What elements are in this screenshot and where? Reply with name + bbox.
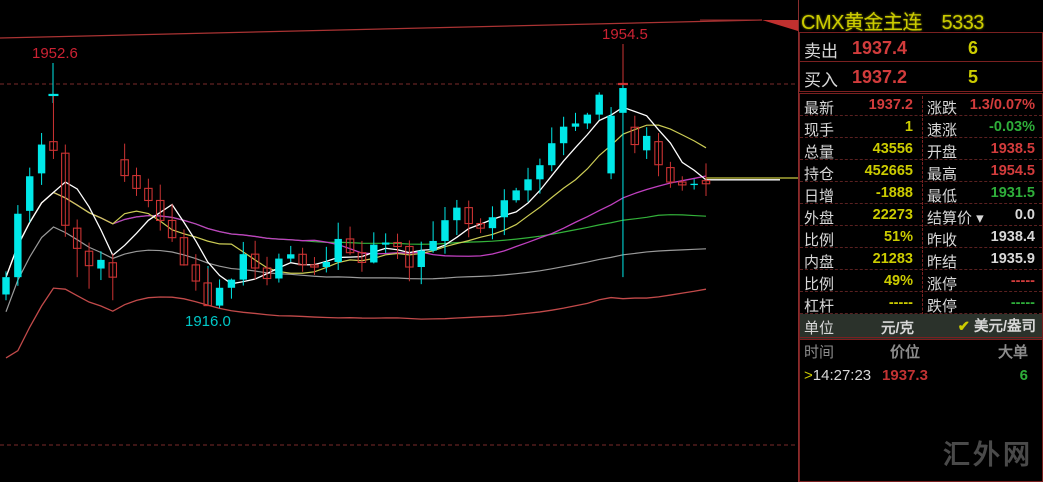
svg-text:1954.5: 1954.5 [602, 26, 648, 43]
svg-text:1916.0: 1916.0 [185, 313, 231, 330]
svg-text:1952.6: 1952.6 [32, 45, 78, 62]
